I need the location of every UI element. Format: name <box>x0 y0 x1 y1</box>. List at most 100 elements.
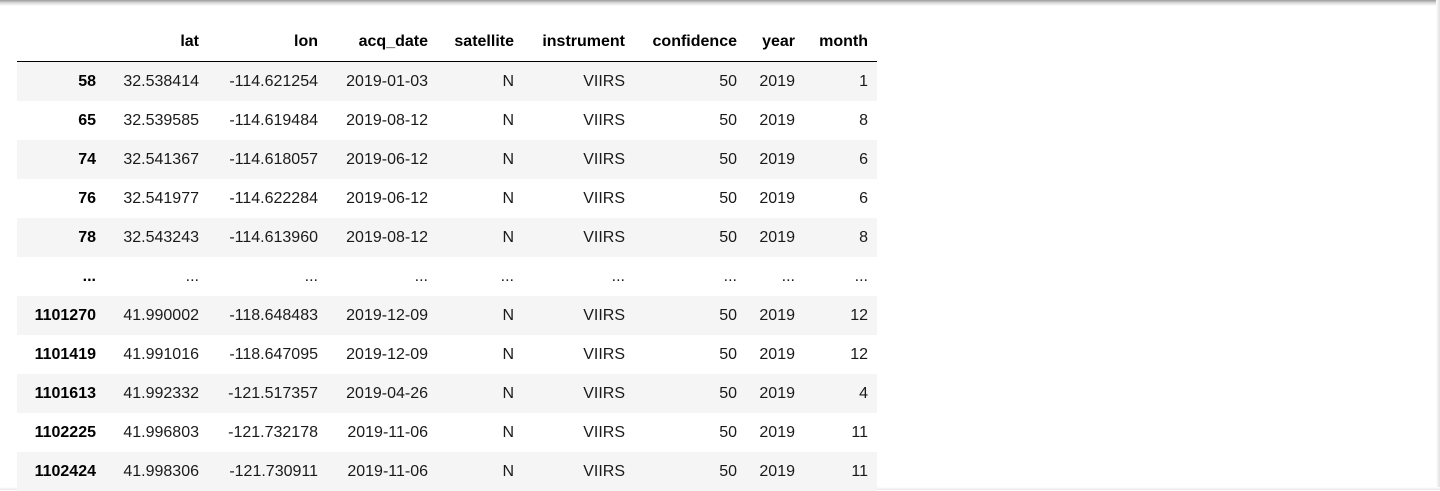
cell-month: 11 <box>804 413 877 452</box>
cell-lon: -118.647095 <box>208 335 327 374</box>
cell-month: 1 <box>804 62 877 102</box>
cell-month: 12 <box>804 296 877 335</box>
cell-confidence: ... <box>634 257 746 296</box>
cell-year: 2019 <box>746 62 804 102</box>
cell-acq-date: 2019-06-12 <box>327 140 437 179</box>
cell-month: 6 <box>804 140 877 179</box>
column-header-instrument: instrument <box>523 23 634 62</box>
cell-acq-date: 2019-11-06 <box>327 413 437 452</box>
cell-confidence: 50 <box>634 140 746 179</box>
row-index: 1101613 <box>17 374 105 413</box>
cell-lon: -121.517357 <box>208 374 327 413</box>
column-header-acq-date: acq_date <box>327 23 437 62</box>
cell-month: 6 <box>804 179 877 218</box>
table-row: ........................... <box>17 257 877 296</box>
cell-confidence: 50 <box>634 179 746 218</box>
row-index: 1101270 <box>17 296 105 335</box>
dataframe-output: lat lon acq_date satellite instrument co… <box>17 23 877 491</box>
cell-instrument: VIIRS <box>523 140 634 179</box>
cell-acq-date: 2019-08-12 <box>327 101 437 140</box>
cell-acq-date: 2019-06-12 <box>327 179 437 218</box>
cell-year: ... <box>746 257 804 296</box>
column-header-month: month <box>804 23 877 62</box>
cell-lon: -114.619484 <box>208 101 327 140</box>
column-header-satellite: satellite <box>437 23 523 62</box>
cell-lat: 32.541977 <box>105 179 208 218</box>
cell-lon: -118.648483 <box>208 296 327 335</box>
cell-acq-date: 2019-01-03 <box>327 62 437 102</box>
window-top-shadow <box>0 0 1440 6</box>
cell-acq-date: 2019-11-06 <box>327 452 437 491</box>
cell-satellite: N <box>437 101 523 140</box>
cell-lat: 32.543243 <box>105 218 208 257</box>
row-index: 74 <box>17 140 105 179</box>
cell-instrument: VIIRS <box>523 62 634 102</box>
cell-acq-date: 2019-12-09 <box>327 296 437 335</box>
cell-month: 8 <box>804 101 877 140</box>
cell-satellite: N <box>437 140 523 179</box>
cell-instrument: VIIRS <box>523 413 634 452</box>
cell-satellite: N <box>437 452 523 491</box>
cell-confidence: 50 <box>634 218 746 257</box>
cell-satellite: N <box>437 296 523 335</box>
table-header: lat lon acq_date satellite instrument co… <box>17 23 877 62</box>
cell-year: 2019 <box>746 101 804 140</box>
window-right-edge <box>1436 0 1440 490</box>
cell-lon: -121.732178 <box>208 413 327 452</box>
cell-year: 2019 <box>746 374 804 413</box>
cell-year: 2019 <box>746 140 804 179</box>
cell-instrument: VIIRS <box>523 335 634 374</box>
cell-confidence: 50 <box>634 296 746 335</box>
cell-instrument: VIIRS <box>523 374 634 413</box>
cell-year: 2019 <box>746 335 804 374</box>
cell-instrument: VIIRS <box>523 296 634 335</box>
cell-confidence: 50 <box>634 62 746 102</box>
row-index: 1101419 <box>17 335 105 374</box>
cell-confidence: 50 <box>634 452 746 491</box>
cell-month: 4 <box>804 374 877 413</box>
cell-year: 2019 <box>746 452 804 491</box>
cell-month: 8 <box>804 218 877 257</box>
cell-month: ... <box>804 257 877 296</box>
cell-acq-date: 2019-12-09 <box>327 335 437 374</box>
row-index: 1102225 <box>17 413 105 452</box>
cell-lon: ... <box>208 257 327 296</box>
cell-confidence: 50 <box>634 413 746 452</box>
cell-lat: 32.538414 <box>105 62 208 102</box>
cell-lon: -114.613960 <box>208 218 327 257</box>
row-index: 78 <box>17 218 105 257</box>
cell-month: 12 <box>804 335 877 374</box>
cell-year: 2019 <box>746 179 804 218</box>
column-header-confidence: confidence <box>634 23 746 62</box>
cell-lon: -121.730911 <box>208 452 327 491</box>
row-index: 1102424 <box>17 452 105 491</box>
cell-instrument: VIIRS <box>523 218 634 257</box>
cell-lat: 41.996803 <box>105 413 208 452</box>
cell-instrument: VIIRS <box>523 179 634 218</box>
cell-lat: ... <box>105 257 208 296</box>
row-index: 58 <box>17 62 105 102</box>
cell-satellite: N <box>437 218 523 257</box>
cell-instrument: ... <box>523 257 634 296</box>
cell-instrument: VIIRS <box>523 452 634 491</box>
column-header-year: year <box>746 23 804 62</box>
column-header-lat: lat <box>105 23 208 62</box>
column-header-lon: lon <box>208 23 327 62</box>
cell-instrument: VIIRS <box>523 101 634 140</box>
cell-satellite: N <box>437 179 523 218</box>
row-index: 76 <box>17 179 105 218</box>
row-index: 65 <box>17 101 105 140</box>
index-header <box>17 23 105 62</box>
cell-lat: 32.541367 <box>105 140 208 179</box>
cell-year: 2019 <box>746 413 804 452</box>
cell-confidence: 50 <box>634 374 746 413</box>
